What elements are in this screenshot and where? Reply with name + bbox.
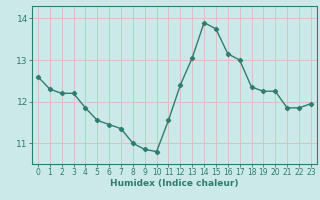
X-axis label: Humidex (Indice chaleur): Humidex (Indice chaleur) [110,179,239,188]
